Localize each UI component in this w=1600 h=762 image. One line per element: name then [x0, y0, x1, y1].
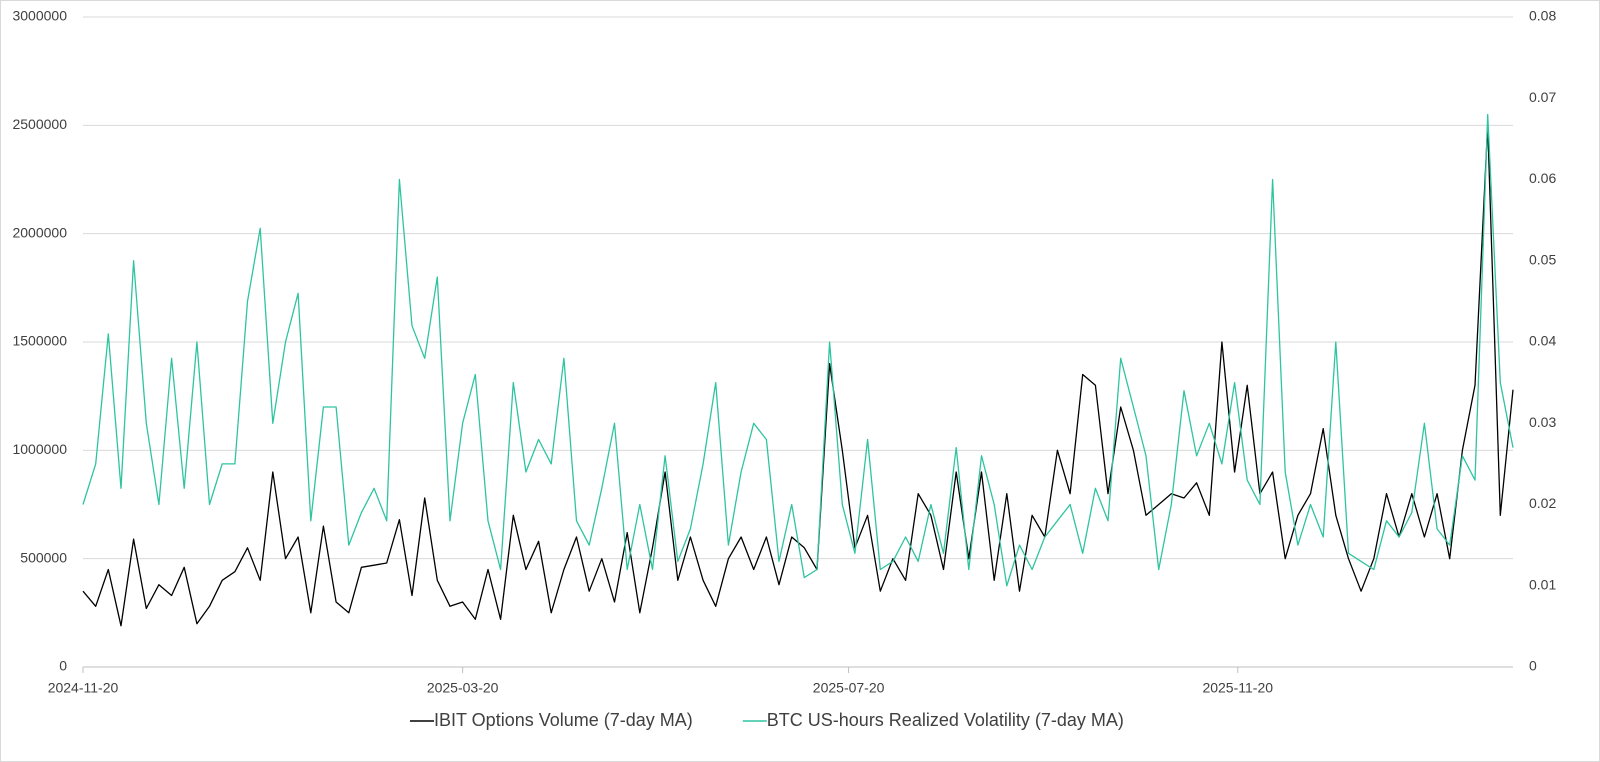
x-tick-label: 2024-11-20 [48, 680, 119, 696]
y-tick-label: 500000 [20, 549, 67, 565]
series-line [82, 113, 1514, 587]
y-tick-label: 2500000 [12, 116, 67, 132]
y-tick-label: 3000000 [12, 8, 67, 24]
x-tick-label: 2025-11-20 [1202, 680, 1273, 696]
legend-label: BTC US-hours Realized Volatility (7-day … [767, 710, 1124, 730]
y2-tick-label: 0.07 [1529, 89, 1556, 105]
y-tick-label: 2000000 [12, 224, 67, 240]
y-tick-label: 0 [59, 658, 67, 674]
x-tick-label: 2025-07-20 [813, 680, 885, 696]
y2-tick-label: 0.02 [1529, 495, 1556, 511]
y2-tick-label: 0.04 [1529, 333, 1556, 349]
y2-tick-label: 0.06 [1529, 170, 1556, 186]
y2-tick-label: 0.08 [1529, 8, 1556, 24]
y2-tick-label: 0.01 [1529, 576, 1556, 592]
y2-tick-label: 0 [1529, 658, 1537, 674]
y-tick-label: 1500000 [12, 333, 67, 349]
y2-tick-label: 0.03 [1529, 414, 1556, 430]
legend-label: IBIT Options Volume (7-day MA) [434, 710, 693, 730]
y-tick-label: 1000000 [12, 441, 67, 457]
legend: IBIT Options Volume (7-day MA) BTC US-hou… [410, 710, 1124, 730]
y2-tick-label: 0.05 [1529, 251, 1556, 267]
x-tick-label: 2025-03-20 [427, 680, 499, 696]
